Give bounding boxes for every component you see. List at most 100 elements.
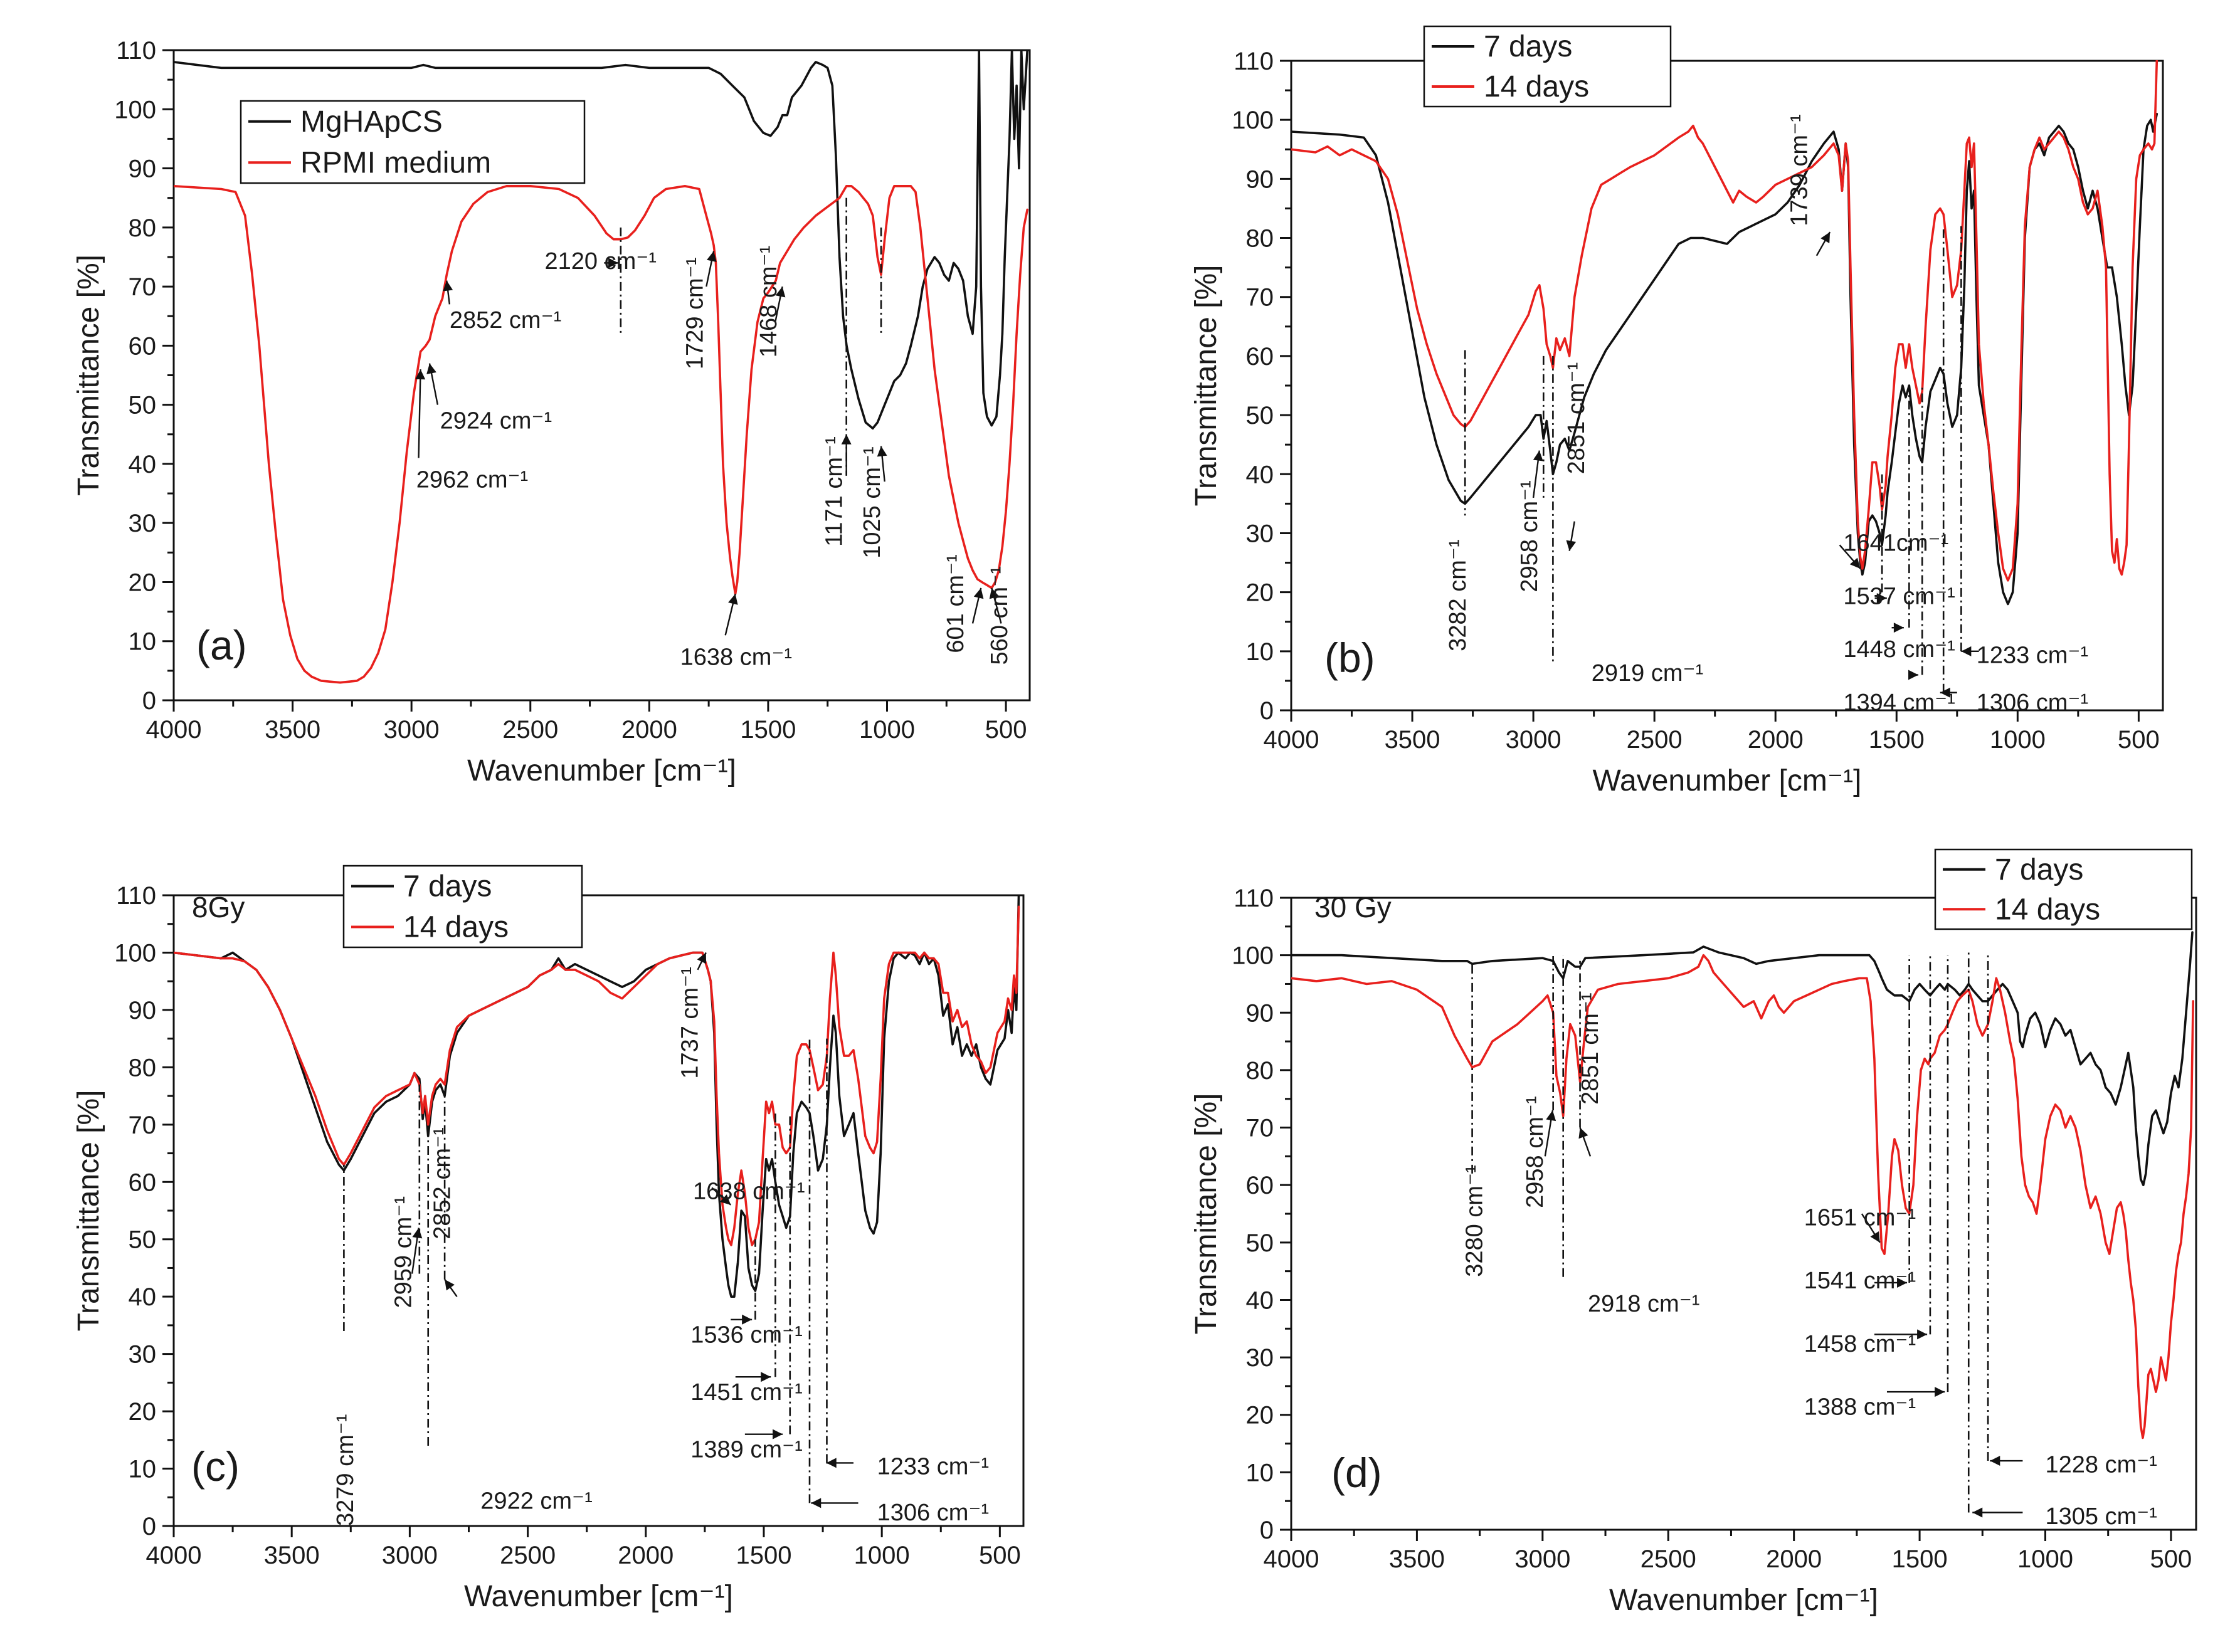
x-tick-label: 4000 [1264, 1545, 1319, 1573]
x-tick-label: 1500 [1892, 1545, 1948, 1573]
legend-box [342, 865, 583, 949]
peak-annotation: 1394 cm⁻¹ [1843, 386, 1955, 716]
legend-box [1423, 25, 1672, 108]
panel-label: (c) [191, 1443, 240, 1490]
y-axis-title: Transmittance [%] [1190, 1093, 1223, 1334]
y-tick-label: 80 [129, 214, 157, 242]
peak-annotation: 1171 cm⁻¹ [821, 197, 852, 547]
peak-label: 1729 cm⁻¹ [682, 258, 709, 369]
panel-label: (a) [196, 622, 247, 668]
y-tick-label: 90 [1246, 999, 1274, 1027]
arrow-head [761, 1372, 771, 1382]
peak-annotation: 1306 cm⁻¹ [808, 1038, 989, 1526]
peak-label: 1228 cm⁻¹ [2046, 1451, 2157, 1478]
peak-label: 1451 cm⁻¹ [690, 1379, 802, 1406]
y-tick-label: 40 [129, 451, 157, 478]
arrow-head [1876, 593, 1887, 604]
x-tick-label: 2500 [500, 1542, 556, 1569]
arrow-head [989, 587, 1000, 599]
legend-entry: 14 days [403, 911, 509, 944]
y-tick-label: 70 [129, 273, 157, 301]
peak-label: 2958 cm⁻¹ [1516, 480, 1543, 592]
y-tick-label: 40 [1246, 1286, 1274, 1314]
x-tick-label: 4000 [1264, 726, 1319, 754]
y-tick-label: 100 [1232, 942, 1274, 970]
peak-annotation: 1451 cm⁻¹ [690, 1113, 803, 1406]
peak-label: 1025 cm⁻¹ [859, 446, 885, 558]
peak-label: 1458 cm⁻¹ [1804, 1331, 1916, 1357]
peak-label: 1638 cm⁻¹ [693, 1179, 805, 1205]
y-tick-label: 100 [114, 939, 156, 967]
arrow-head [412, 1228, 423, 1239]
y-tick-label: 80 [1246, 225, 1274, 253]
peak-label: 3280 cm⁻¹ [1462, 1165, 1488, 1276]
peak-label: 2959 cm⁻¹ [390, 1196, 416, 1308]
arrow-head [1940, 687, 1950, 698]
peak-label: 1394 cm⁻¹ [1843, 690, 1955, 716]
peak-label: 2922 cm⁻¹ [480, 1488, 592, 1515]
peak-annotation: 1228 cm⁻¹ [1987, 955, 2157, 1478]
peak-annotation: 2851 cm⁻¹ [1563, 362, 1590, 551]
peak-annotation: 1638 cm⁻¹ [680, 594, 792, 670]
legend-entry: 7 days [403, 870, 492, 903]
peak-label: 1537 cm⁻¹ [1843, 583, 1955, 609]
y-tick-label: 30 [1246, 1344, 1274, 1372]
peak-annotation: 3280 cm⁻¹ [1462, 960, 1488, 1277]
peak-annotation: 3282 cm⁻¹ [1445, 350, 1471, 651]
x-tick-label: 1000 [2017, 1545, 2073, 1573]
panel-d: 4000 3500 3000 2500 2000 1500 1000 500 0 10 20 30 40… [1190, 848, 2197, 1617]
peak-annotation: 1651 cm⁻¹ [1804, 1204, 1916, 1243]
y-axis-title: Transmittance [%] [1190, 265, 1223, 506]
arrow-head [1566, 540, 1577, 551]
x-tick-label: 3500 [1385, 726, 1440, 754]
peak-label: 601 cm⁻¹ [943, 554, 969, 653]
y-tick-label: 50 [1246, 1229, 1274, 1257]
series-7-days-line [1291, 931, 2194, 1186]
x-axis-title: Wavenumber [cm⁻¹] [464, 1580, 733, 1613]
peak-annotation: 2919 cm⁻¹ [1552, 355, 1703, 687]
peak-label: 1306 cm⁻¹ [877, 1500, 989, 1526]
peak-annotation: 1737 cm⁻¹ [677, 952, 707, 1079]
x-tick-label: 1500 [1869, 726, 1925, 754]
arrow-head [973, 587, 984, 599]
peak-label: 1305 cm⁻¹ [2046, 1503, 2157, 1530]
arrow-head [775, 287, 786, 298]
y-tick-label: 0 [142, 687, 156, 715]
legend-box [240, 100, 586, 184]
x-tick-label: 1000 [859, 716, 915, 744]
y-tick-label: 90 [129, 997, 157, 1024]
series-14-days-line [1291, 954, 2194, 1439]
plot-frame [1290, 897, 2197, 1531]
x-tick-label: 500 [2150, 1545, 2192, 1573]
x-axis-title: Wavenumber [cm⁻¹] [1609, 1584, 1878, 1617]
series-mghapcs-line [174, 50, 1028, 430]
y-tick-label: 40 [129, 1283, 157, 1311]
peak-label: 3282 cm⁻¹ [1445, 539, 1471, 651]
peak-annotation: 1025 cm⁻¹ [859, 227, 887, 559]
peak-annotation: 2958 cm⁻¹ [1522, 955, 1556, 1208]
y-tick-label: 60 [129, 1169, 157, 1196]
peak-label: 1468 cm⁻¹ [756, 246, 782, 357]
y-tick-label: 0 [142, 1513, 156, 1540]
legend-entry: 14 days [1484, 70, 1589, 103]
x-tick-label: 3000 [382, 1542, 438, 1569]
x-tick-label: 1500 [740, 716, 796, 744]
peak-label: 1448 cm⁻¹ [1843, 636, 1955, 663]
peak-annotation: 1641cm⁻¹ [1839, 530, 1948, 569]
peak-annotation: 1468 cm⁻¹ [756, 246, 786, 357]
x-tick-label: 1000 [1990, 726, 2046, 754]
series-7-days-line [1291, 113, 2158, 606]
panel-label: (d) [1331, 1449, 1382, 1496]
y-tick-label: 70 [1246, 1115, 1274, 1142]
legend-entry: 14 days [1995, 893, 2100, 926]
x-tick-label: 3000 [384, 716, 440, 744]
panel-label: (b) [1324, 634, 1375, 681]
x-tick-label: 2000 [1766, 1545, 1822, 1573]
x-tick-label: 4000 [146, 716, 202, 744]
arrow-head [728, 594, 738, 605]
peak-annotation: 1739 cm⁻¹ [1786, 114, 1831, 256]
y-tick-label: 70 [129, 1112, 157, 1139]
y-tick-label: 30 [129, 510, 157, 537]
x-tick-label: 2500 [502, 716, 558, 744]
y-tick-label: 60 [1246, 343, 1274, 371]
